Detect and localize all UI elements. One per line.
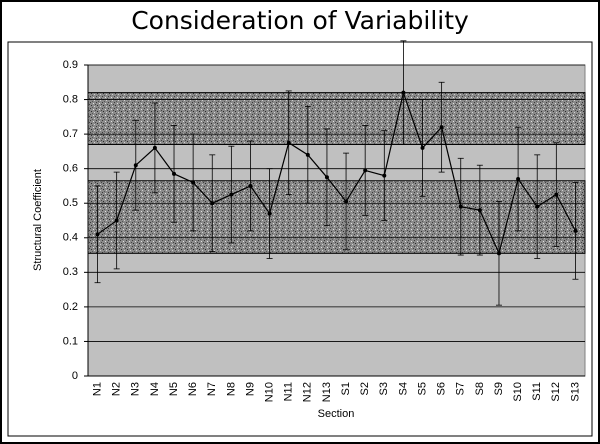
x-tick-label: S6 <box>436 382 448 395</box>
point <box>573 228 578 233</box>
x-tick-label: S2 <box>359 382 371 395</box>
band <box>87 92 586 145</box>
x-tick-label: N11 <box>283 382 295 401</box>
point <box>516 177 521 182</box>
y-tick-label: 0.5 <box>63 197 78 209</box>
point <box>382 173 387 178</box>
y-tick-label: 0.7 <box>63 128 78 140</box>
x-tick-label: N10 <box>264 382 276 402</box>
point <box>133 163 138 168</box>
x-tick-label: N2 <box>111 382 123 396</box>
y-axis-label: Structural Coefficient <box>32 169 44 271</box>
band <box>87 180 586 254</box>
point <box>248 183 253 188</box>
x-tick-label: S5 <box>416 382 428 395</box>
x-tick-label: S8 <box>474 382 486 395</box>
x-tick-label: N6 <box>187 382 199 396</box>
point <box>324 175 329 180</box>
x-tick-label: S4 <box>397 382 409 395</box>
x-tick-label: S11 <box>531 382 543 401</box>
x-axis-label: Section <box>318 408 355 420</box>
series-line <box>97 90 576 256</box>
x-tick-label: N8 <box>225 382 237 396</box>
point <box>439 125 444 130</box>
point <box>535 204 540 209</box>
x-tick-label: N3 <box>130 382 142 396</box>
point <box>267 211 272 216</box>
x-tick-label: N9 <box>244 382 256 396</box>
x-tick-label: S13 <box>569 382 581 402</box>
point <box>344 199 349 204</box>
y-tick-label: 0.6 <box>63 163 78 175</box>
chart-title: Consideration of Variability <box>131 6 469 35</box>
point <box>496 251 501 256</box>
x-tick-label: S12 <box>550 382 562 402</box>
y-tick-label: 0.4 <box>63 232 78 244</box>
x-tick-label: N12 <box>302 382 314 402</box>
x-tick-label: N5 <box>168 382 180 396</box>
point <box>172 171 177 176</box>
y-tick-label: 0.8 <box>63 93 78 105</box>
x-tick-label: N13 <box>321 382 333 402</box>
x-tick-label: S7 <box>455 382 467 395</box>
x-tick-label: N7 <box>206 382 218 396</box>
x-tick-label: S10 <box>512 382 524 402</box>
point <box>458 204 463 209</box>
point <box>477 208 482 213</box>
y-tick-label: 0 <box>72 370 78 382</box>
x-tick-label: S3 <box>378 382 390 395</box>
point <box>95 232 100 237</box>
x-tick-label: S9 <box>493 382 505 395</box>
x-tick-label: N4 <box>149 382 161 396</box>
point <box>210 201 215 206</box>
point <box>191 180 196 185</box>
y-tick-label: 0.1 <box>63 335 78 347</box>
point <box>305 152 310 157</box>
y-tick-label: 0.3 <box>63 266 78 278</box>
point <box>114 218 119 223</box>
x-tick-label: N1 <box>91 382 103 396</box>
y-tick-label: 0.2 <box>63 301 78 313</box>
point <box>363 168 368 173</box>
point <box>229 192 234 197</box>
point <box>152 145 157 150</box>
x-tick-label: S1 <box>340 382 352 395</box>
point <box>420 145 425 150</box>
y-tick-label: 0.9 <box>63 59 78 71</box>
point <box>286 140 291 145</box>
point <box>554 192 559 197</box>
point <box>401 90 406 95</box>
